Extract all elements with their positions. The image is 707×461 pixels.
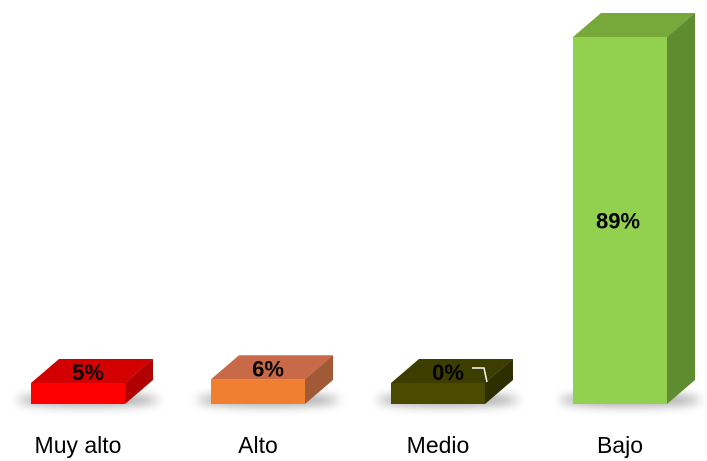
- value-leader-line-medio: [472, 367, 488, 383]
- category-labels-group: Muy alto Alto Medio Bajo: [35, 432, 643, 458]
- bar-top-bajo: [573, 13, 695, 37]
- bar-side-alto: [305, 355, 333, 404]
- bar-top-alto: [211, 355, 333, 380]
- category-label-medio: Medio: [407, 432, 470, 458]
- bar-top-medio: [391, 359, 513, 383]
- bar-side-medio: [485, 359, 513, 404]
- bars-group: [31, 13, 695, 404]
- bar-bajo: [573, 13, 695, 404]
- bar-front-alto: [211, 379, 305, 404]
- value-labels-group: 5% 6% 0% 89%: [72, 209, 640, 386]
- bar-alto: [211, 355, 333, 404]
- value-label-muy-alto: 5%: [72, 360, 104, 385]
- bar-front-muy-alto: [31, 383, 125, 404]
- category-label-bajo: Bajo: [597, 432, 643, 458]
- value-label-alto: 6%: [252, 356, 284, 381]
- bar-front-medio: [391, 383, 485, 404]
- category-label-muy-alto: Muy alto: [35, 432, 122, 458]
- bar-top-muy-alto: [31, 359, 153, 383]
- bar-muy-alto: [31, 359, 153, 404]
- bar-side-bajo: [667, 13, 695, 404]
- bar-medio: [391, 359, 513, 404]
- bar-side-muy-alto: [125, 359, 153, 404]
- bar-front-bajo: [573, 37, 667, 404]
- category-label-alto: Alto: [238, 432, 278, 458]
- value-label-medio: 0%: [432, 360, 464, 385]
- value-label-bajo: 89%: [596, 209, 640, 234]
